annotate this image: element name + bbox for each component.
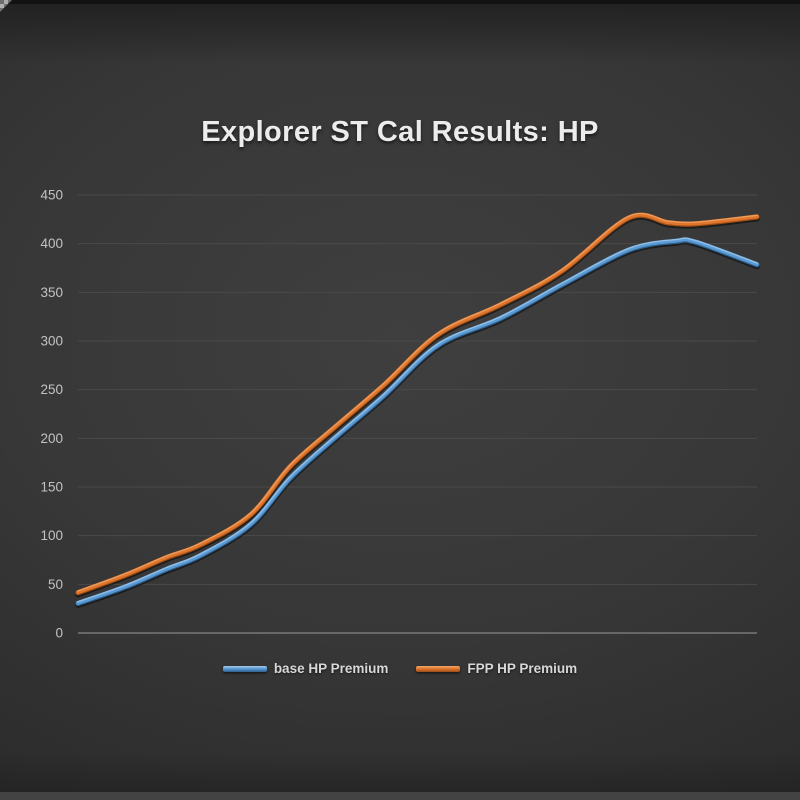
top-border-strip [0, 0, 800, 4]
legend-label-base: base HP Premium [273, 661, 389, 676]
svg-text:450: 450 [40, 188, 63, 203]
legend-swatch-base-line-icon [222, 665, 267, 672]
svg-text:100: 100 [40, 528, 63, 543]
bottom-border-strip [0, 792, 800, 800]
svg-text:400: 400 [40, 236, 63, 251]
svg-text:200: 200 [40, 431, 63, 446]
legend-item-fpp: FPP HP Premium [416, 661, 577, 676]
svg-text:250: 250 [40, 382, 63, 397]
series-line-base-hp-premium [75, 237, 760, 608]
chart-title: Explorer ST Cal Results: HP [201, 116, 599, 148]
svg-text:350: 350 [40, 285, 63, 300]
svg-text:50: 50 [48, 577, 63, 592]
y-tick-labels: 0 50 100 150 200 250 300 350 400 450 [40, 188, 63, 641]
top-gradient-fade [0, 4, 800, 64]
legend-label-fpp: FPP HP Premium [467, 661, 578, 676]
y-gridlines [78, 194, 757, 634]
svg-text:0: 0 [55, 626, 63, 641]
chart-legend: base HP Premium FPP HP Premium [0, 661, 800, 676]
legend-swatch-fpp-line-icon [416, 665, 461, 672]
bottom-gradient-fade [0, 752, 800, 792]
svg-text:300: 300 [40, 334, 63, 349]
legend-item-base: base HP Premium [222, 661, 389, 676]
svg-text:150: 150 [40, 480, 63, 495]
series-line-fpp-hp-premium [75, 212, 760, 598]
